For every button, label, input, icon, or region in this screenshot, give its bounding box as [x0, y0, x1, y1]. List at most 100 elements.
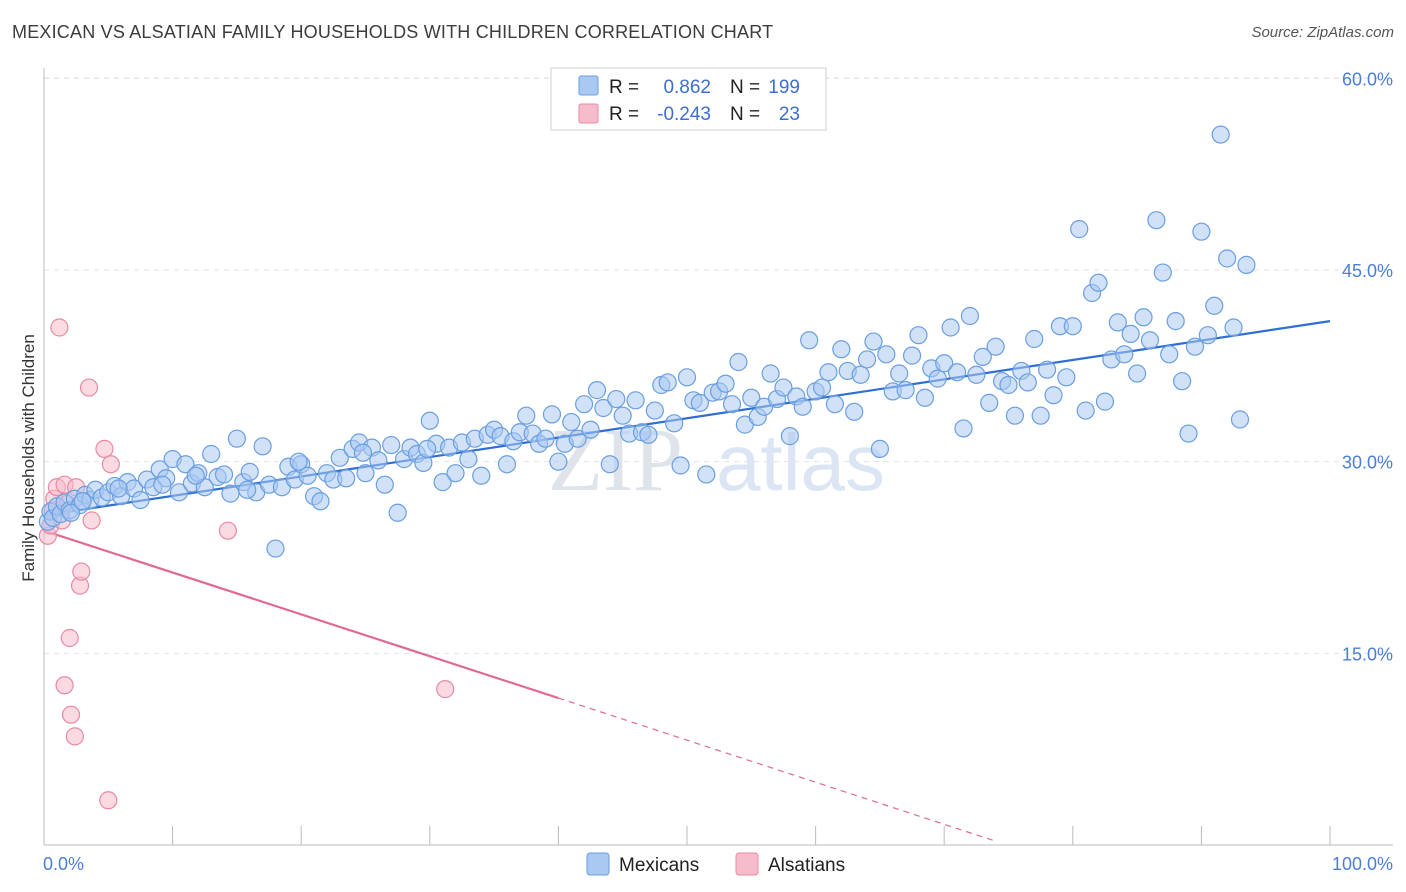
mexican-point — [298, 466, 317, 485]
legend-n-value-alsatians: 23 — [779, 104, 800, 125]
mexican-point — [568, 429, 587, 448]
mexican-point — [742, 388, 761, 407]
y-tick-label: 60.0% — [1342, 69, 1393, 89]
mexican-point — [594, 398, 613, 418]
legend-r-label-alsatians: R = — [609, 104, 639, 125]
alsatian-point — [50, 318, 69, 337]
legend-swatch-mexicans — [578, 75, 599, 96]
alsatian-point — [82, 511, 101, 530]
mexican-point — [1147, 211, 1166, 230]
mexican-point — [1173, 372, 1192, 391]
mexican-point — [420, 411, 439, 430]
mexican-point — [1095, 392, 1115, 411]
mexican-point — [800, 331, 819, 350]
mexican-point — [587, 381, 607, 400]
mexican-point — [169, 483, 189, 502]
mexican-point — [1121, 324, 1140, 343]
mexican-point — [375, 475, 394, 494]
mexican-point — [1198, 326, 1217, 345]
mexican-point — [536, 429, 555, 448]
correlation-legend: R = 0.862 N = 199 R = -0.243 N = 23 — [550, 67, 827, 131]
mexican-point — [459, 450, 478, 469]
mexican-point — [960, 306, 980, 326]
alsatians-trend-line — [43, 529, 559, 700]
mexican-point — [1166, 312, 1185, 331]
mexican-point — [131, 490, 150, 510]
mexican-point — [109, 479, 128, 498]
series-legend: Mexicans Alsatians — [586, 852, 845, 876]
legend-swatch-alsatians — [578, 103, 599, 124]
y-axis-title: Family Households with Children — [19, 334, 38, 582]
mexican-point — [607, 389, 626, 409]
alsatians-trend-extension — [558, 697, 996, 842]
mexican-point — [73, 492, 92, 511]
mexican-point — [369, 451, 388, 470]
mexican-point — [549, 452, 568, 471]
mexican-point — [845, 402, 864, 421]
mexican-point — [238, 480, 257, 499]
mexican-point — [382, 435, 401, 455]
mexican-point — [626, 391, 645, 410]
mexican-point — [353, 443, 373, 462]
mexican-point — [517, 406, 536, 425]
mexican-point — [909, 326, 928, 345]
mexican-point — [311, 492, 330, 511]
legend-n-label-mexicans: N = — [730, 77, 760, 98]
mexican-point — [562, 412, 581, 432]
mexican-point — [671, 456, 690, 475]
mexican-point — [613, 406, 632, 425]
mexican-point — [1237, 255, 1256, 274]
mexican-point — [227, 429, 246, 448]
mexican-point — [1230, 410, 1250, 429]
mexican-point — [153, 475, 172, 494]
mexican-point — [812, 378, 832, 397]
mexican-point — [851, 365, 870, 384]
alsatians-points — [38, 318, 455, 810]
mexican-point — [1211, 125, 1230, 144]
y-tick-labels: 15.0% 30.0% 45.0% 60.0% — [1342, 69, 1393, 664]
mexican-point — [877, 345, 896, 364]
mexican-point — [774, 378, 793, 397]
mexican-point — [761, 364, 780, 383]
mexican-point — [677, 368, 697, 387]
mexican-point — [1179, 424, 1198, 443]
mexican-point — [729, 352, 748, 372]
mexican-point — [600, 455, 619, 474]
legend-r-value-mexicans: 0.862 — [663, 77, 711, 98]
mexican-point — [645, 401, 664, 420]
mexicans-points — [38, 125, 1256, 558]
y-tick-label: 45.0% — [1342, 261, 1393, 281]
mexican-point — [176, 455, 195, 474]
alsatian-point — [55, 676, 74, 695]
mexican-point — [1185, 337, 1205, 356]
mexican-point — [497, 455, 517, 474]
series-legend-label-mexicans: Mexicans — [619, 855, 699, 876]
mexican-point — [690, 393, 709, 412]
mexican-point — [857, 350, 877, 369]
mexican-point — [967, 365, 986, 384]
legend-n-label-alsatians: N = — [730, 104, 760, 125]
mexican-point — [1037, 360, 1057, 379]
mexican-point — [935, 354, 954, 373]
mexican-point — [722, 395, 742, 414]
mexican-point — [980, 393, 999, 412]
mexican-point — [1070, 220, 1089, 239]
mexican-point — [1127, 364, 1147, 383]
mexican-point — [986, 337, 1005, 356]
alsatian-point — [436, 680, 455, 699]
mexican-point — [896, 381, 915, 400]
mexican-point — [253, 437, 272, 456]
alsatian-point — [72, 562, 91, 581]
mexican-point — [1076, 401, 1095, 420]
mexican-point — [388, 503, 407, 522]
mexican-point — [1108, 313, 1127, 332]
alsatian-point — [60, 628, 79, 648]
mexican-point — [1044, 386, 1063, 405]
legend-r-value-alsatians: -0.243 — [657, 104, 711, 125]
mexican-point — [1153, 263, 1172, 282]
mexican-point — [1140, 331, 1160, 350]
mexican-point — [947, 363, 967, 382]
axes — [43, 68, 1393, 846]
mexican-point — [819, 363, 838, 382]
